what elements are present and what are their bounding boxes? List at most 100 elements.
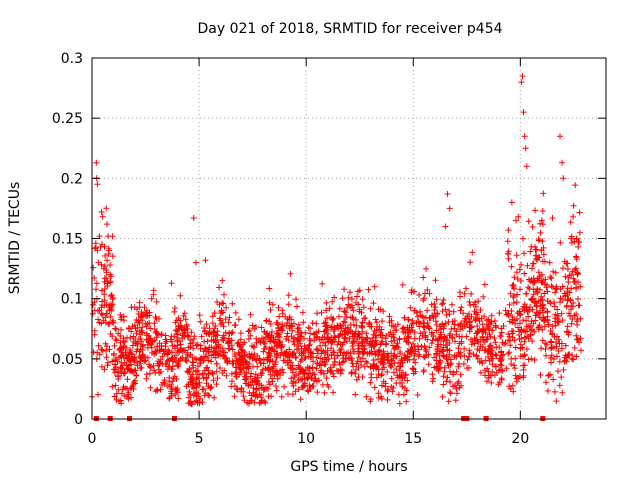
data-point bbox=[532, 243, 538, 250]
data-point bbox=[252, 371, 259, 378]
data-point bbox=[194, 341, 201, 348]
data-point bbox=[513, 269, 520, 276]
data-point bbox=[99, 347, 106, 354]
data-point bbox=[545, 372, 552, 379]
data-point bbox=[398, 356, 405, 362]
data-point bbox=[562, 357, 569, 364]
data-point bbox=[511, 362, 517, 369]
data-point bbox=[95, 259, 102, 266]
data-point bbox=[306, 335, 313, 342]
data-point bbox=[546, 259, 553, 266]
data-point bbox=[313, 354, 320, 361]
data-point bbox=[442, 223, 449, 230]
data-point bbox=[183, 357, 190, 363]
data-point bbox=[289, 369, 296, 376]
data-point bbox=[173, 386, 180, 393]
data-point bbox=[209, 313, 216, 320]
data-point bbox=[562, 342, 569, 349]
data-point bbox=[232, 370, 239, 377]
data-point bbox=[211, 394, 218, 401]
data-point bbox=[328, 339, 335, 346]
data-point bbox=[379, 332, 386, 339]
data-point bbox=[284, 315, 291, 322]
data-point bbox=[212, 339, 219, 346]
data-point bbox=[226, 358, 233, 365]
data-point bbox=[540, 190, 547, 197]
axes: 0 0.05 0.1 0.15 0.2 0.25 0.3 0 5 10 15 20 bbox=[52, 51, 606, 447]
data-point bbox=[458, 304, 465, 311]
data-point bbox=[384, 388, 391, 394]
data-point bbox=[128, 350, 135, 357]
data-point bbox=[386, 360, 393, 367]
data-point bbox=[453, 368, 460, 375]
data-point bbox=[205, 367, 212, 374]
data-point bbox=[129, 355, 136, 362]
data-point bbox=[247, 311, 254, 318]
data-point bbox=[91, 331, 98, 338]
data-point bbox=[146, 320, 153, 326]
data-point bbox=[206, 331, 213, 338]
data-point bbox=[572, 266, 578, 273]
data-point bbox=[540, 221, 546, 228]
data-point bbox=[496, 367, 502, 374]
data-point bbox=[318, 309, 325, 316]
data-point bbox=[329, 298, 336, 305]
data-point bbox=[425, 351, 432, 358]
data-point bbox=[228, 330, 235, 337]
data-point bbox=[177, 292, 184, 299]
data-point bbox=[317, 355, 324, 362]
data-point bbox=[132, 336, 139, 342]
data-point bbox=[216, 348, 223, 355]
data-point bbox=[126, 325, 133, 332]
data-point bbox=[523, 346, 530, 353]
data-point bbox=[555, 348, 562, 354]
data-point bbox=[223, 372, 230, 379]
data-point bbox=[115, 386, 122, 393]
data-point bbox=[475, 298, 482, 305]
data-point bbox=[331, 333, 338, 339]
data-point bbox=[101, 291, 108, 298]
data-point bbox=[396, 363, 403, 370]
data-point bbox=[152, 348, 159, 355]
data-point bbox=[423, 348, 430, 355]
data-point bbox=[371, 384, 378, 391]
data-point bbox=[294, 303, 300, 310]
data-point bbox=[549, 215, 556, 221]
data-point bbox=[132, 325, 139, 332]
data-point bbox=[274, 330, 281, 337]
data-point bbox=[514, 291, 521, 298]
data-point bbox=[267, 321, 274, 327]
data-point bbox=[500, 323, 507, 329]
data-point bbox=[429, 378, 436, 385]
data-point bbox=[573, 332, 580, 339]
data-point bbox=[112, 336, 119, 343]
data-point bbox=[521, 307, 528, 314]
data-point bbox=[379, 318, 386, 325]
data-point bbox=[333, 367, 340, 374]
data-point bbox=[226, 345, 233, 352]
data-point bbox=[397, 349, 404, 355]
data-point bbox=[385, 386, 392, 393]
data-point bbox=[323, 326, 330, 333]
data-point bbox=[450, 308, 457, 315]
data-point bbox=[538, 247, 545, 254]
data-point bbox=[109, 358, 116, 365]
data-point bbox=[452, 397, 459, 404]
data-point bbox=[444, 191, 451, 197]
data-point bbox=[439, 320, 446, 327]
data-point bbox=[270, 363, 277, 370]
data-point bbox=[346, 335, 353, 342]
data-point bbox=[386, 313, 393, 320]
data-point bbox=[358, 309, 365, 316]
data-point bbox=[388, 364, 395, 371]
data-point bbox=[410, 365, 416, 372]
data-point bbox=[541, 258, 548, 265]
data-point bbox=[528, 327, 535, 334]
data-point bbox=[89, 310, 96, 317]
data-point bbox=[477, 369, 484, 376]
data-point bbox=[118, 400, 125, 407]
data-point bbox=[287, 270, 294, 277]
data-point bbox=[342, 334, 349, 341]
y-tick-label: 0.1 bbox=[61, 292, 83, 308]
data-point bbox=[505, 227, 512, 234]
